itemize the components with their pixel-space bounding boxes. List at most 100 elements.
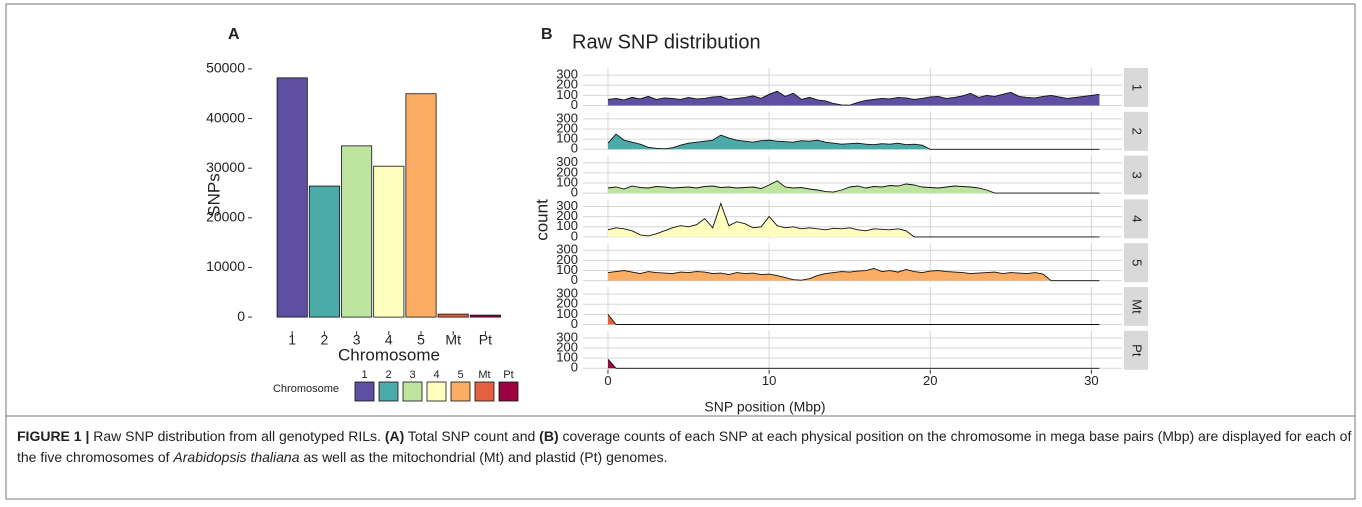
legend-key [450, 381, 471, 402]
area-fill [607, 180, 1100, 194]
line [607, 268, 1100, 282]
legend-label: Pt [503, 369, 513, 381]
line [607, 133, 1100, 150]
strip [1124, 330, 1148, 370]
legend-key [426, 381, 447, 402]
strip-label: 3 [1130, 171, 1145, 178]
legend-title: Chromosome [273, 383, 339, 395]
strip [1124, 199, 1148, 239]
strip [1124, 155, 1148, 195]
y-tick-label: 200 [556, 296, 578, 311]
line [607, 314, 1100, 325]
legend-key [498, 381, 519, 402]
caption-text: as well as the mitochondrial (Mt) and pl… [299, 449, 668, 465]
x-tick-label: Pt [479, 332, 492, 348]
x-tick-label: 1 [288, 332, 296, 348]
caption-text: Total SNP count and [404, 428, 540, 444]
area-fill [607, 268, 1100, 281]
y-tick-label: 50000 [206, 60, 245, 76]
legend-label: 2 [385, 369, 391, 381]
bar [276, 77, 308, 318]
area-fill [607, 134, 1100, 150]
y-tick-label: 300 [556, 329, 578, 344]
y-tick-label: 200 [556, 252, 578, 267]
x-tick-label: 30 [1084, 373, 1098, 388]
legend-key [402, 381, 423, 402]
y-tick-label: 100 [556, 306, 578, 321]
panel-label: A [228, 26, 240, 43]
line [607, 202, 1100, 238]
caption-text: (A) [384, 428, 405, 444]
y-tick-label: 300 [556, 198, 578, 213]
line [607, 358, 1100, 369]
bar [308, 185, 340, 318]
bar [341, 145, 373, 318]
y-tick-label: 100 [556, 262, 578, 277]
y-tick-label: 100 [556, 87, 578, 102]
legend-key [354, 381, 375, 402]
y-tick-label: 200 [556, 208, 578, 223]
y-tick-label: 30000 [206, 159, 245, 175]
y-tick-label: 300 [556, 154, 578, 169]
legend-key [378, 381, 399, 402]
x-tick-label: 0 [604, 373, 611, 388]
y-tick-label: 200 [556, 77, 578, 92]
area-fill [607, 203, 1100, 237]
strip [1124, 243, 1148, 283]
x-axis-label: SNP position (Mbp) [704, 399, 825, 415]
strip-label: Pt [1130, 344, 1145, 357]
strip [1124, 68, 1148, 107]
x-tick-label: 4 [385, 332, 393, 348]
y-tick-label: 40000 [206, 109, 245, 125]
y-tick-label: 0 [571, 272, 578, 287]
y-tick-label: 300 [556, 286, 578, 301]
y-tick-label: 200 [556, 120, 578, 135]
x-tick-label: 5 [417, 332, 425, 348]
y-tick-label: 0 [571, 141, 578, 156]
x-axis-label: Chromosome [338, 345, 440, 364]
strip [1124, 287, 1148, 326]
panel-background [583, 287, 1122, 326]
chart-title: Raw SNP distribution [572, 31, 761, 53]
caption-text: (B) [539, 428, 559, 444]
legend-label: Mt [478, 369, 490, 381]
y-tick-label: 100 [556, 218, 578, 233]
legend-key [474, 381, 495, 402]
x-tick-label: 2 [321, 332, 329, 348]
panel-label: B [541, 26, 553, 43]
legend-label: 3 [409, 369, 415, 381]
bar [437, 313, 469, 318]
y-tick-label: 0 [571, 97, 578, 112]
bar [405, 93, 437, 318]
legend-label: 4 [433, 369, 439, 381]
bar [373, 165, 405, 318]
y-tick-label: 0 [237, 308, 245, 324]
bar [469, 314, 501, 318]
strip-label: 1 [1130, 84, 1145, 91]
y-tick-label: 10000 [206, 258, 245, 274]
y-tick-label: 200 [556, 164, 578, 179]
area-fill [607, 91, 1100, 106]
y-tick-label: 0 [571, 316, 578, 331]
caption: FIGURE 1 | Raw SNP distribution from all… [17, 426, 1352, 468]
legend-label: 1 [361, 369, 367, 381]
y-tick-label: 300 [556, 67, 578, 82]
caption-text: coverage counts of each SNP at each phys… [17, 428, 1352, 465]
strip-label: Mt [1130, 299, 1145, 314]
strip-label: 5 [1130, 259, 1145, 266]
x-tick-label: 10 [762, 373, 776, 388]
line [607, 90, 1100, 106]
figure-border [5, 3, 1356, 500]
y-tick-label: 100 [556, 350, 578, 365]
strip-label: 2 [1130, 128, 1145, 135]
line [607, 180, 1100, 194]
y-tick-label: 100 [556, 131, 578, 146]
caption-label: FIGURE 1 | [17, 428, 94, 444]
y-tick-label: 0 [571, 185, 578, 200]
strip [1124, 111, 1148, 151]
legend-label: 5 [457, 369, 463, 381]
y-tick-label: 0 [571, 228, 578, 243]
panel-background [583, 330, 1122, 370]
